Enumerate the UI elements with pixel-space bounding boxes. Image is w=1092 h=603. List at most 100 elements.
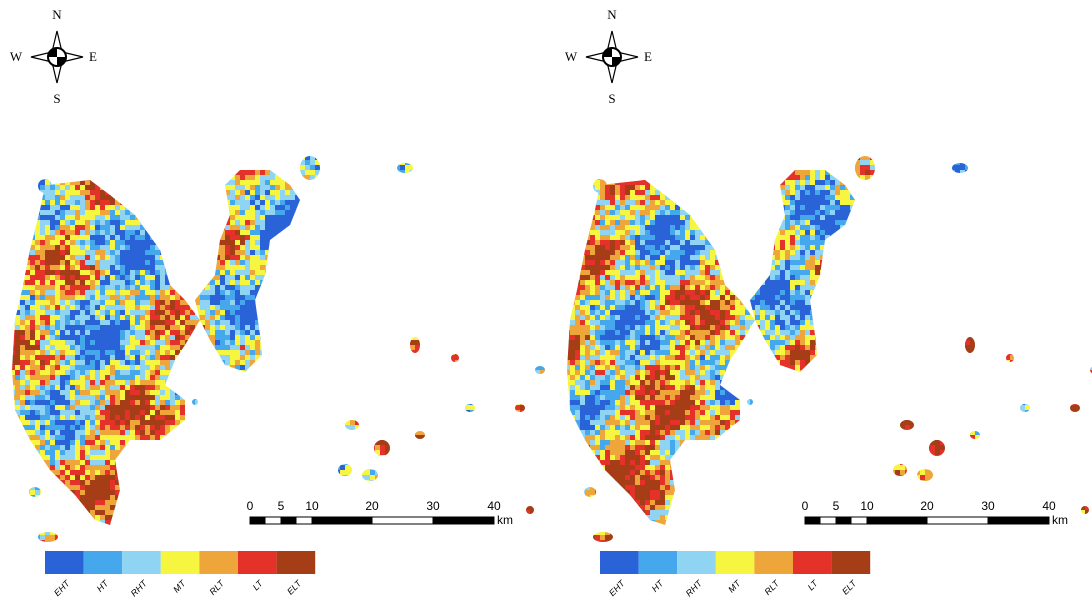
land-cell bbox=[355, 195, 361, 201]
land-cell bbox=[185, 170, 191, 176]
land-cell bbox=[110, 165, 116, 171]
land-cell bbox=[235, 155, 241, 161]
land-cell bbox=[70, 320, 76, 326]
land-cell bbox=[40, 315, 46, 321]
land-cell bbox=[30, 355, 36, 361]
land-cell bbox=[15, 320, 21, 326]
land-cell bbox=[365, 260, 371, 266]
land-cell bbox=[485, 360, 491, 366]
land-cell bbox=[335, 350, 341, 356]
land-cell bbox=[370, 320, 376, 326]
land-cell bbox=[55, 300, 61, 306]
land-cell bbox=[380, 310, 386, 316]
land-cell bbox=[170, 305, 176, 311]
land-cell bbox=[25, 260, 31, 266]
land-cell bbox=[35, 180, 41, 186]
land-cell bbox=[405, 190, 411, 196]
land-cell bbox=[125, 265, 131, 271]
land-cell bbox=[165, 335, 171, 341]
land-cell bbox=[355, 170, 361, 176]
land-cell bbox=[20, 285, 26, 291]
land-cell bbox=[55, 315, 61, 321]
land-cell bbox=[245, 250, 251, 256]
land-cell bbox=[340, 260, 346, 266]
land-cell bbox=[130, 325, 136, 331]
land-cell bbox=[315, 335, 321, 341]
land-cell bbox=[535, 160, 541, 166]
land-cell bbox=[440, 290, 446, 296]
land-cell bbox=[535, 320, 541, 326]
land-cell bbox=[155, 240, 161, 246]
land-cell bbox=[240, 320, 246, 326]
land-cell bbox=[525, 245, 531, 251]
land-cell bbox=[80, 300, 86, 306]
land-cell bbox=[415, 300, 421, 306]
land-cell bbox=[515, 365, 521, 371]
land-cell bbox=[15, 340, 21, 346]
land-cell bbox=[525, 210, 531, 216]
land-cell bbox=[535, 150, 541, 156]
land-cell bbox=[120, 310, 126, 316]
land-cell bbox=[245, 230, 251, 236]
land-cell bbox=[490, 300, 496, 306]
land-cell bbox=[255, 205, 261, 211]
land-cell bbox=[425, 265, 431, 271]
land-cell bbox=[465, 225, 471, 231]
land-cell bbox=[480, 300, 486, 306]
land-cell bbox=[25, 250, 31, 256]
land-cell bbox=[190, 195, 196, 201]
land-cell bbox=[40, 160, 46, 166]
land-cell bbox=[205, 330, 211, 336]
land-cell bbox=[80, 305, 86, 311]
land-cell bbox=[385, 230, 391, 236]
land-cell bbox=[70, 350, 76, 356]
land-cell bbox=[395, 155, 401, 161]
land-cell bbox=[40, 270, 46, 276]
land-cell bbox=[520, 240, 526, 246]
land-cell bbox=[490, 340, 496, 346]
land-cell bbox=[10, 290, 16, 296]
land-cell bbox=[475, 235, 481, 241]
land-cell bbox=[235, 285, 241, 291]
land-cell bbox=[470, 295, 476, 301]
land-cell bbox=[115, 305, 121, 311]
land-cell bbox=[465, 310, 471, 316]
land-cell bbox=[235, 160, 241, 166]
land-cell bbox=[150, 320, 156, 326]
land-cell bbox=[455, 295, 461, 301]
land-cell bbox=[425, 175, 431, 181]
land-cell bbox=[255, 200, 261, 206]
land-cell bbox=[265, 355, 271, 361]
land-cell bbox=[460, 275, 466, 281]
land-cell bbox=[495, 160, 501, 166]
land-cell bbox=[255, 210, 261, 216]
land-cell bbox=[5, 175, 11, 181]
land-cell bbox=[490, 305, 496, 311]
land-cell bbox=[130, 360, 136, 366]
land-cell bbox=[115, 300, 121, 306]
land-cell bbox=[340, 325, 346, 331]
land-cell bbox=[30, 350, 36, 356]
land-cell bbox=[450, 320, 456, 326]
land-cell bbox=[225, 285, 231, 291]
land-cell bbox=[490, 235, 496, 241]
land-cell bbox=[220, 185, 226, 191]
land-cell bbox=[180, 250, 186, 256]
land-cell bbox=[455, 325, 461, 331]
land-cell bbox=[485, 285, 491, 291]
land-cell bbox=[55, 165, 61, 171]
land-cell bbox=[65, 310, 71, 316]
land-cell bbox=[20, 175, 26, 181]
land-cell bbox=[230, 170, 236, 176]
land-cell bbox=[245, 235, 251, 241]
land-cell bbox=[470, 280, 476, 286]
land-cell bbox=[240, 200, 246, 206]
land-cell bbox=[295, 280, 301, 286]
land-cell bbox=[275, 215, 281, 221]
land-cell bbox=[460, 310, 466, 316]
land-cell bbox=[475, 350, 481, 356]
land-cell bbox=[185, 255, 191, 261]
land-cell bbox=[465, 335, 471, 341]
land-cell bbox=[60, 315, 66, 321]
land-cell bbox=[310, 180, 316, 186]
